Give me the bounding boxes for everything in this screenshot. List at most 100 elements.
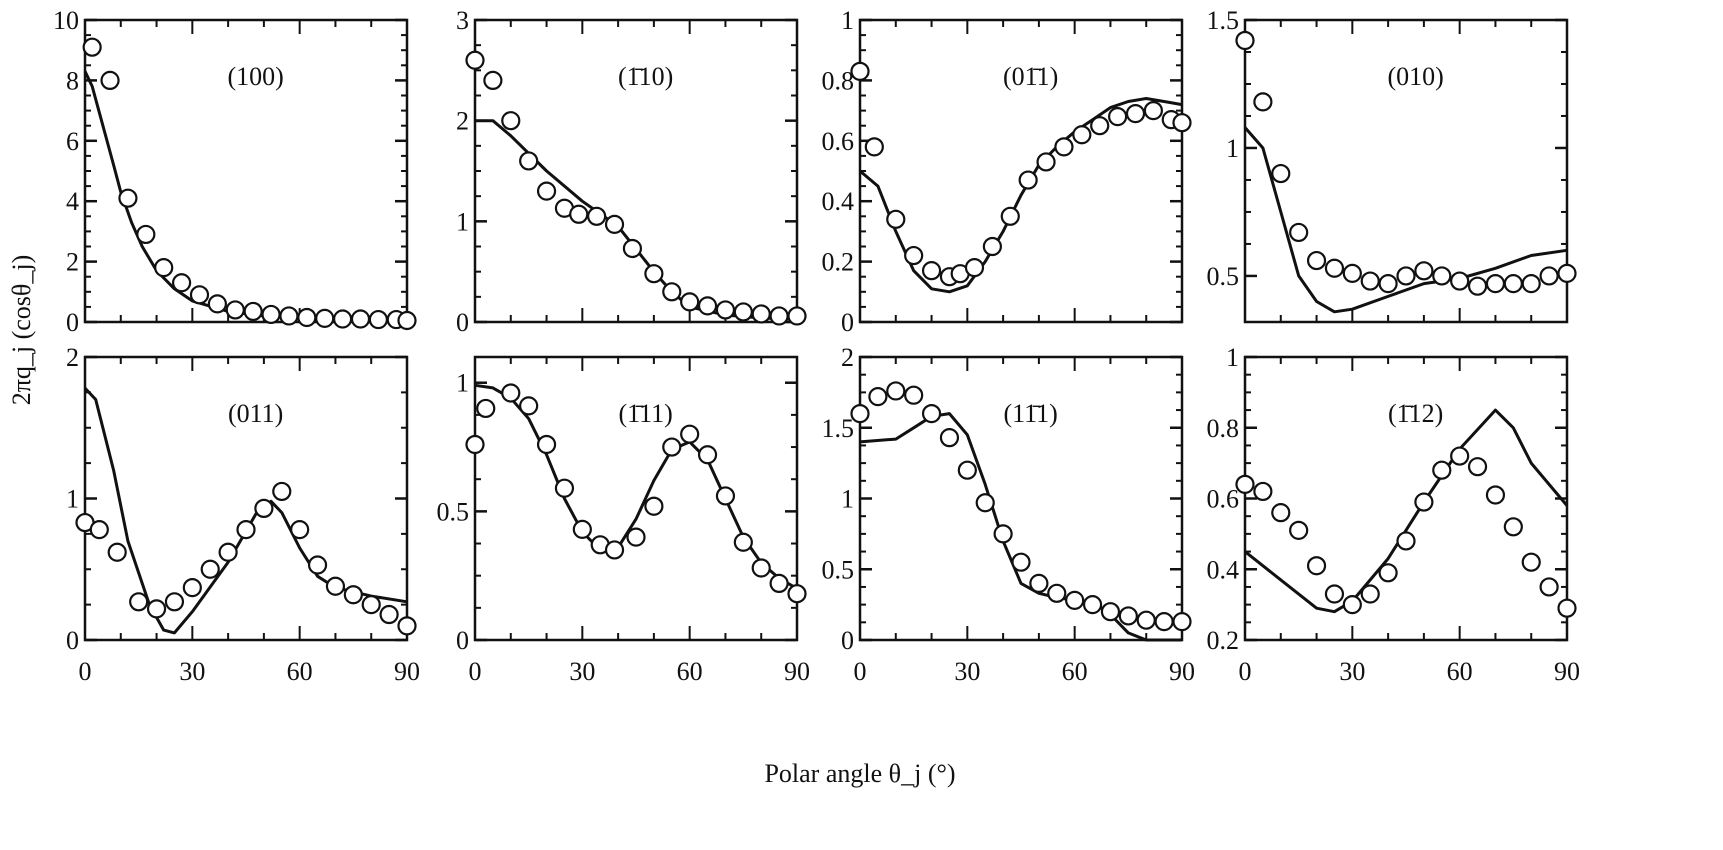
data-point — [886, 381, 906, 401]
data-point — [129, 592, 149, 612]
data-point — [1154, 612, 1174, 632]
data-point — [1342, 595, 1362, 615]
x-tick-label: 60 — [1062, 657, 1088, 686]
y-tick-label: 1.5 — [1207, 6, 1240, 35]
x-tick-label: 90 — [394, 657, 420, 686]
data-point — [1253, 481, 1273, 502]
y-tick-label: 0.5 — [437, 497, 470, 526]
data-point — [136, 224, 156, 245]
data-point — [501, 111, 521, 131]
panel-5: 0 30 60 90 0 1 2 (011) — [66, 343, 420, 686]
data-point — [207, 294, 227, 314]
y-tick-label: 0.4 — [1207, 555, 1240, 584]
data-point — [769, 306, 789, 326]
data-point — [261, 304, 281, 325]
data-point — [1503, 517, 1523, 537]
data-point — [1072, 125, 1092, 145]
y-tick-label: 0 — [456, 308, 469, 337]
data-point — [733, 302, 753, 322]
data-point — [1521, 552, 1541, 572]
data-point — [325, 576, 346, 596]
data-point — [1432, 266, 1452, 286]
data-point — [572, 519, 592, 539]
data-point — [189, 285, 210, 305]
y-tick-label: 2 — [841, 343, 854, 372]
x-tick-label: 0 — [469, 657, 482, 686]
data-point — [465, 434, 485, 455]
panel-title: (1̄12) — [1388, 399, 1443, 428]
data-point — [1253, 92, 1273, 112]
model-curve — [859, 97, 1183, 294]
y-tick-label: 1 — [841, 6, 854, 35]
y-tick-label: 0 — [841, 308, 854, 337]
y-tick-label: 0 — [66, 626, 79, 655]
x-tick-label: 60 — [677, 657, 703, 686]
y-tick-label: 4 — [66, 187, 79, 216]
data-point — [236, 520, 256, 540]
data-point — [172, 273, 192, 293]
data-point — [769, 573, 789, 594]
data-point — [644, 496, 664, 516]
data-point — [118, 188, 138, 208]
data-point — [1414, 261, 1434, 281]
data-point — [1271, 503, 1291, 523]
data-point — [787, 584, 807, 604]
data-point — [476, 398, 496, 419]
data-point — [82, 37, 102, 57]
data-point — [89, 520, 109, 540]
data-point — [225, 300, 245, 320]
data-point — [465, 50, 485, 70]
plot-frame — [473, 355, 799, 642]
data-point — [604, 540, 625, 560]
data-point — [1029, 573, 1049, 594]
y-tick-label: 1 — [1226, 134, 1239, 163]
data-point — [200, 559, 220, 579]
data-point — [569, 204, 589, 224]
data-point — [751, 558, 771, 578]
data-point — [1324, 258, 1345, 278]
data-point — [751, 304, 771, 324]
data-point — [964, 258, 985, 278]
data-point — [333, 309, 353, 329]
panel-title: (11̄1) — [1003, 399, 1057, 428]
data-point — [982, 236, 1002, 257]
y-tick-label: 1 — [1226, 343, 1239, 372]
data-point — [1011, 552, 1031, 572]
data-point — [1342, 263, 1362, 283]
data-point — [536, 181, 557, 201]
model-curve — [1244, 408, 1569, 614]
data-point — [993, 524, 1013, 544]
data-point — [218, 542, 238, 562]
data-point — [697, 296, 718, 316]
data-point — [975, 493, 995, 513]
model-curve — [83, 387, 408, 635]
panel-8: 0 30 60 90 0.2 0.4 0.6 0.8 1 (1̄12) — [1207, 343, 1581, 686]
y-tick-label: 0 — [66, 308, 79, 337]
data-point — [939, 428, 960, 448]
data-point — [715, 486, 736, 506]
data-point — [1557, 263, 1577, 283]
data-point — [1378, 563, 1398, 583]
data-point — [1289, 520, 1309, 540]
data-point — [1539, 577, 1559, 597]
data-point — [697, 445, 718, 465]
data-point — [1082, 595, 1103, 615]
data-point — [154, 258, 174, 278]
y-tick-label: 10 — [53, 6, 79, 35]
x-tick-label: 0 — [79, 657, 92, 686]
data-point — [1107, 107, 1128, 127]
panel-title: (01̄1) — [1003, 62, 1058, 91]
data-point — [1000, 206, 1020, 226]
data-point — [164, 592, 185, 612]
data-point — [850, 404, 870, 424]
y-tick-label: 0.5 — [822, 555, 855, 584]
data-point — [587, 206, 607, 226]
data-point — [279, 306, 299, 326]
data-point — [146, 599, 167, 619]
data-point — [315, 308, 335, 328]
data-point — [1360, 271, 1380, 291]
data-point — [886, 209, 906, 229]
data-point — [1306, 250, 1327, 271]
data-point — [1467, 457, 1488, 477]
data-point — [1065, 590, 1085, 610]
